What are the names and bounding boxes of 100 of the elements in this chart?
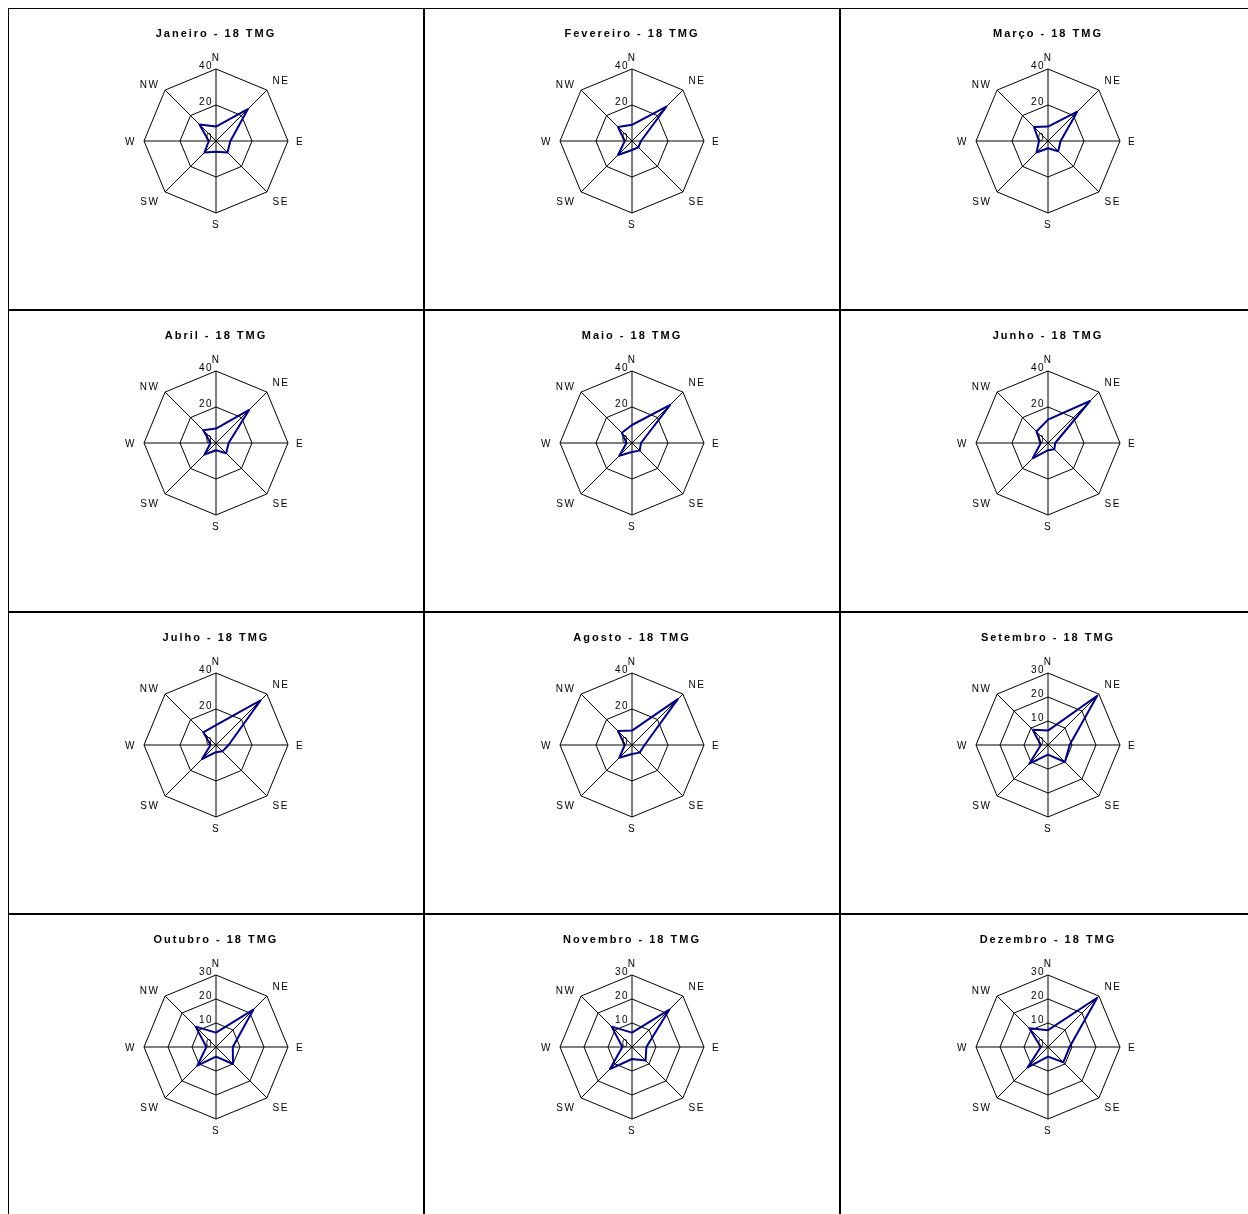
spoke-label: S	[1043, 1125, 1053, 1137]
chart-title: Abril - 18 TMG	[163, 329, 269, 341]
y-tick-label: 10	[1030, 1014, 1045, 1025]
spoke-label: W	[541, 437, 552, 449]
spoke-label: E	[1128, 739, 1137, 751]
spoke-label: SE	[1104, 497, 1121, 509]
spoke-label: NE	[272, 679, 290, 691]
spoke-label: S	[627, 1125, 637, 1137]
spoke-label: N	[1043, 958, 1053, 969]
spoke-label: N	[211, 52, 221, 63]
spoke-label: NW	[139, 984, 160, 996]
spoke-label: NW	[139, 78, 160, 90]
y-tick-label: 20	[614, 398, 629, 409]
spoke-label: W	[957, 1041, 968, 1053]
spoke-label: NW	[555, 984, 576, 996]
spoke-label: N	[1043, 656, 1053, 667]
spoke-label: E	[712, 739, 721, 751]
spoke-label: S	[1043, 219, 1053, 231]
spoke-label: NW	[971, 682, 992, 694]
spoke-label: W	[957, 437, 968, 449]
spoke-label: SW	[556, 497, 576, 509]
chart-title: Outubro - 18 TMG	[152, 933, 280, 945]
spoke-label: W	[541, 135, 552, 147]
spoke-label: W	[541, 1041, 552, 1053]
chart-title: Junho - 18 TMG	[991, 329, 1105, 341]
spoke-label: N	[1043, 52, 1053, 63]
y-tick-label: 20	[198, 398, 213, 409]
spoke-label: NE	[1104, 679, 1122, 691]
spoke-label: S	[211, 219, 221, 231]
spoke-label: NE	[688, 981, 706, 993]
spoke-label: SW	[972, 195, 992, 207]
chart-title: Maio - 18 TMG	[580, 329, 684, 341]
spoke-label: W	[125, 1041, 136, 1053]
spoke-label: NE	[1104, 377, 1122, 389]
spoke-label: SW	[140, 195, 160, 207]
spoke-label: S	[211, 823, 221, 835]
spoke-label: E	[296, 1041, 305, 1053]
chart-title: Julho - 18 TMG	[161, 631, 271, 643]
spoke-label: E	[1128, 437, 1137, 449]
spoke-label: S	[211, 1125, 221, 1137]
spoke-label: N	[1043, 354, 1053, 365]
spoke-label: SE	[272, 1101, 289, 1113]
y-tick-label: 10	[1030, 712, 1045, 723]
y-tick-label: 20	[614, 700, 629, 711]
spoke-label: SE	[1104, 799, 1121, 811]
spoke-label: NW	[971, 78, 992, 90]
spoke-label: NE	[272, 377, 290, 389]
spoke-label: NW	[555, 380, 576, 392]
spoke-label: W	[957, 739, 968, 751]
spoke-label: W	[125, 135, 136, 147]
spoke-label: E	[712, 437, 721, 449]
chart-title: Dezembro - 18 TMG	[978, 933, 1118, 945]
spoke-label: SE	[272, 195, 289, 207]
spoke-label: SW	[556, 195, 576, 207]
spoke-label: E	[296, 135, 305, 147]
y-tick-label: 40	[1030, 362, 1045, 373]
spoke-label: E	[712, 135, 721, 147]
spoke-label: SE	[688, 799, 705, 811]
spoke-label: SE	[272, 497, 289, 509]
y-tick-label: 30	[1030, 966, 1045, 977]
y-tick-label: 20	[198, 700, 213, 711]
y-tick-label: 30	[198, 966, 213, 977]
spoke-label: W	[957, 135, 968, 147]
y-tick-label: 20	[198, 990, 213, 1001]
spoke-label: SW	[556, 1101, 576, 1113]
spoke-label: W	[125, 739, 136, 751]
spoke-label: S	[627, 521, 637, 533]
spoke-label: S	[1043, 823, 1053, 835]
spoke-label: E	[1128, 1041, 1137, 1053]
spoke-label: NW	[555, 78, 576, 90]
spoke-label: W	[125, 437, 136, 449]
spoke-label: S	[211, 521, 221, 533]
spoke-label: N	[211, 656, 221, 667]
spoke-label: SW	[140, 497, 160, 509]
spoke-label: NW	[139, 682, 160, 694]
spoke-label: NW	[555, 682, 576, 694]
spoke-label: SW	[140, 1101, 160, 1113]
spoke-label: NE	[1104, 75, 1122, 87]
spoke-label: NE	[688, 679, 706, 691]
spoke-label: W	[541, 739, 552, 751]
y-tick-label: 40	[614, 664, 629, 675]
spoke-label: NE	[688, 377, 706, 389]
chart-title: Agosto - 18 TMG	[572, 631, 692, 643]
spoke-label: NW	[971, 984, 992, 996]
y-tick-label: 40	[198, 664, 213, 675]
spoke-label: N	[627, 958, 637, 969]
y-tick-label: 10	[614, 1014, 629, 1025]
spoke-label: SW	[972, 1101, 992, 1113]
y-tick-label: 30	[614, 966, 629, 977]
spoke-label: N	[627, 656, 637, 667]
y-tick-label: 40	[198, 362, 213, 373]
spoke-label: N	[211, 958, 221, 969]
y-tick-label: 20	[1030, 990, 1045, 1001]
spoke-label: N	[627, 52, 637, 63]
y-tick-label: 20	[1030, 398, 1045, 409]
spoke-label: E	[296, 437, 305, 449]
spoke-label: NE	[1104, 981, 1122, 993]
spoke-label: E	[1128, 135, 1137, 147]
y-tick-label: 10	[198, 1014, 213, 1025]
y-tick-label: 40	[614, 362, 629, 373]
